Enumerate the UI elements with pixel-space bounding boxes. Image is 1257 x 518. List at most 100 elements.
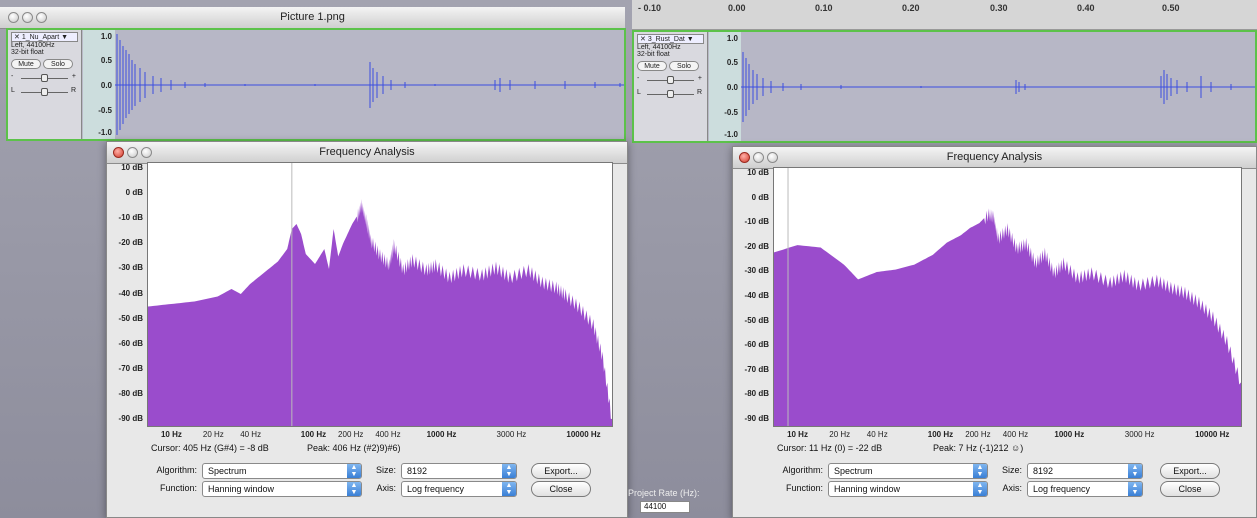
peak-readout: Peak: 406 Hz (#2)9)#6) <box>307 443 401 453</box>
image-window-titlebar[interactable]: Picture 1.png <box>0 7 625 29</box>
frequency-analysis-window-2[interactable]: Frequency Analysis 10 dB 0 dB -10 dB -20 dB -… <box>732 146 1257 518</box>
x-axis-label: 20 Hz <box>829 430 851 439</box>
close-window-icon[interactable] <box>739 152 750 163</box>
close-button[interactable]: Close <box>531 481 591 497</box>
axis-select[interactable]: Log frequency ▲ ▼ <box>401 481 517 497</box>
function-value: Hanning window <box>208 484 275 494</box>
solo-button[interactable]: Solo <box>668 61 699 71</box>
ruler-tick: 0.30 <box>990 3 1008 13</box>
waveform-display[interactable] <box>741 32 1255 141</box>
fa-titlebar[interactable]: Frequency Analysis <box>733 147 1256 169</box>
gain-slider[interactable]: - + <box>11 73 78 83</box>
ruler-tick: - 0.10 <box>638 3 662 13</box>
size-value: 8192 <box>407 466 428 476</box>
y-axis-label: -20 dB <box>118 238 143 248</box>
gain-slider[interactable]: - + <box>637 75 704 85</box>
scale-label: 0.0 <box>100 81 112 90</box>
size-select[interactable]: 8192 ▲ ▼ <box>401 463 517 479</box>
project-rate-field[interactable]: 44100 <box>640 501 690 513</box>
zoom-window-icon[interactable] <box>767 152 778 163</box>
y-axis-label: -50 dB <box>118 313 143 323</box>
y-axis-label: -60 dB <box>118 338 143 348</box>
function-label: Function: <box>159 483 197 493</box>
solo-button[interactable]: Solo <box>42 59 73 69</box>
function-select[interactable]: Hanning window ▲ ▼ <box>828 481 988 497</box>
algorithm-select[interactable]: Spectrum ▲ ▼ <box>202 463 362 479</box>
x-axis-label: 400 Hz <box>1002 430 1029 439</box>
x-axis-label: 1000 Hz <box>1054 430 1085 439</box>
select-arrows-icon: ▲ ▼ <box>502 464 516 478</box>
select-arrows-icon: ▲ ▼ <box>347 482 361 496</box>
x-axis-label: 40 Hz <box>240 430 262 439</box>
size-select[interactable]: 8192 ▲ ▼ <box>1027 463 1143 479</box>
fa-titlebar[interactable]: Frequency Analysis <box>107 142 627 164</box>
x-axis-label: 3000 Hz <box>1124 430 1155 439</box>
track-name-menu[interactable]: ✕ 1_Nu_Apart ▼ <box>11 32 78 42</box>
x-axis-label: 20 Hz <box>202 430 224 439</box>
x-axis-label: 200 Hz <box>965 430 991 439</box>
export-button[interactable]: Export... <box>1160 463 1220 479</box>
frequency-analysis-window-1[interactable]: Frequency Analysis 10 dB 0 dB -10 dB -20 dB -… <box>106 141 628 518</box>
spectrum-svg <box>774 168 1241 426</box>
x-axis-label: 40 Hz <box>866 430 888 439</box>
close-button[interactable]: Close <box>1160 481 1220 497</box>
audio-track-2[interactable]: ✕ 3_Rust_Dat ▼ Left, 44100Hz 32-bit floa… <box>632 30 1257 143</box>
close-window-icon[interactable] <box>8 12 19 23</box>
mute-button[interactable]: Mute <box>11 59 41 69</box>
zoom-window-icon[interactable] <box>141 147 152 158</box>
track-control-panel: ✕ 1_Nu_Apart ▼ Left, 44100Hz 32-bit floa… <box>8 30 82 139</box>
scale-label: 0.5 <box>100 56 112 65</box>
algorithm-value: Spectrum <box>834 466 873 476</box>
x-axis-label: 100 Hz <box>300 430 327 439</box>
track-rate: Left, 44100Hz <box>11 42 55 49</box>
image-window-title: Picture 1.png <box>280 11 345 23</box>
minimize-window-icon[interactable] <box>22 12 33 23</box>
export-button[interactable]: Export... <box>531 463 591 479</box>
mute-button[interactable]: Mute <box>637 61 667 71</box>
close-window-icon[interactable] <box>113 147 124 158</box>
scale-label: -0.5 <box>98 106 112 115</box>
gain-minus-label: - <box>11 73 14 80</box>
pan-right-label: R <box>696 89 702 96</box>
y-axis-label: -50 dB <box>744 315 769 325</box>
select-arrows-icon: ▲ ▼ <box>502 482 516 496</box>
algorithm-select[interactable]: Spectrum ▲ ▼ <box>828 463 988 479</box>
ruler-tick: 0.20 <box>902 3 920 13</box>
scale-label: -1.0 <box>724 130 738 139</box>
track-name-menu[interactable]: ✕ 3_Rust_Dat ▼ <box>637 34 704 44</box>
scale-label: -1.0 <box>98 128 112 137</box>
ruler-tick: 0.50 <box>1162 3 1180 13</box>
spectrum-plot[interactable] <box>147 162 613 427</box>
gain-minus-label: - <box>637 75 640 82</box>
track-rate: Left, 44100Hz <box>637 44 681 51</box>
cursor-readout: Cursor: 11 Hz (0) = -22 dB <box>777 443 883 453</box>
y-axis-label: -10 dB <box>118 213 143 223</box>
minimize-window-icon[interactable] <box>127 147 138 158</box>
y-axis-label: -80 dB <box>744 389 769 399</box>
x-axis-label: 10 Hz <box>160 430 182 439</box>
axis-value: Log frequency <box>407 484 465 494</box>
ruler-tick: 0.40 <box>1077 3 1095 13</box>
y-axis-label: -70 dB <box>118 363 143 373</box>
axis-select[interactable]: Log frequency ▲ ▼ <box>1027 481 1143 497</box>
audio-track-1[interactable]: ✕ 1_Nu_Apart ▼ Left, 44100Hz 32-bit floa… <box>6 28 626 141</box>
x-axis-label: 1000 Hz <box>426 430 457 439</box>
minimize-window-icon[interactable] <box>753 152 764 163</box>
y-axis-label: -30 dB <box>118 263 143 273</box>
function-select[interactable]: Hanning window ▲ ▼ <box>202 481 362 497</box>
algorithm-label: Algorithm: <box>156 465 197 475</box>
spectrum-svg <box>148 163 612 426</box>
waveform-display[interactable] <box>115 30 624 139</box>
zoom-window-icon[interactable] <box>36 12 47 23</box>
amplitude-scale: 1.0 0.5 0.0 -0.5 -1.0 <box>709 32 741 141</box>
track-format: 32-bit float <box>637 51 670 58</box>
y-axis-label: 10 dB <box>747 168 769 177</box>
spectrum-plot[interactable] <box>773 167 1242 427</box>
peak-readout: Peak: 7 Hz (-1)212 ☺) <box>933 443 1024 453</box>
algorithm-value: Spectrum <box>208 466 247 476</box>
timeline-ruler[interactable]: - 0.10 0.00 0.10 0.20 0.30 0.40 0.50 <box>632 0 1257 30</box>
project-rate-area: Project Rate (Hz): 44100 <box>628 488 733 518</box>
gain-plus-label: + <box>697 75 702 82</box>
